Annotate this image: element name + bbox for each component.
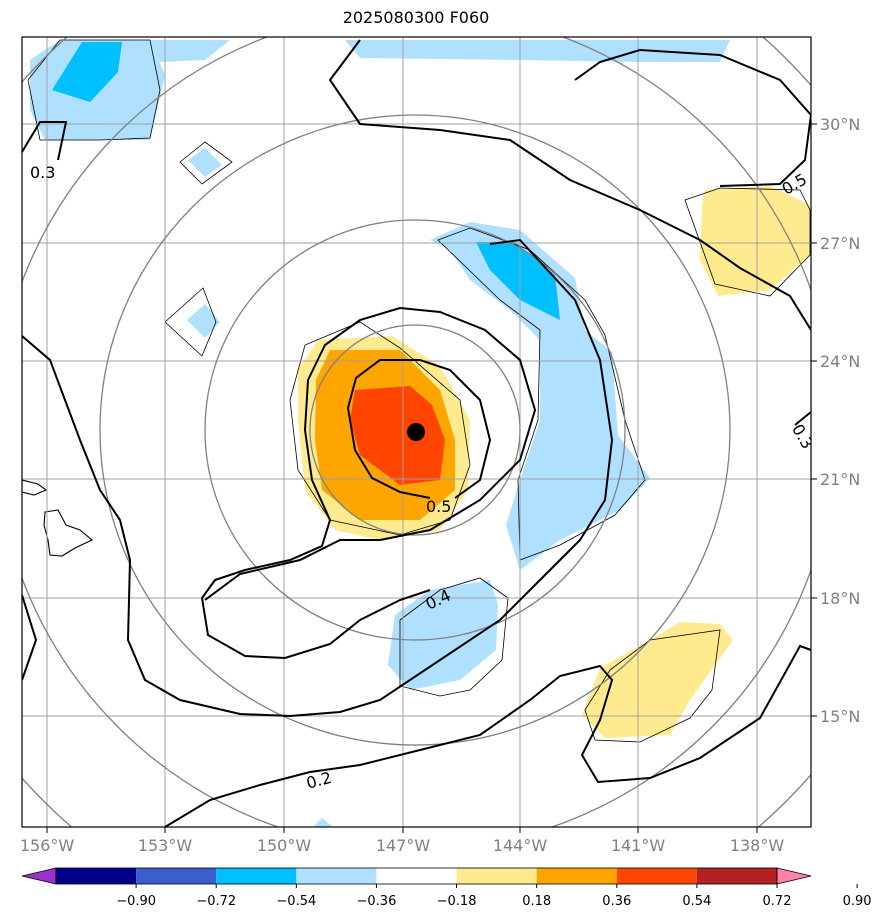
lat-label: 15°N [820, 707, 860, 726]
map-title: 2025080300 F060 [342, 8, 490, 27]
colorbar-segment [296, 868, 377, 884]
map-frame [21, 36, 812, 828]
lon-label: 141°W [611, 836, 666, 855]
lat-label: 24°N [820, 352, 860, 371]
colorbar-segment [536, 868, 617, 884]
colorbar-extend-high [776, 867, 812, 885]
axis-ticks [46, 123, 817, 833]
lon-label: 138°W [730, 836, 785, 855]
anomaly-outlines [27, 39, 811, 743]
lon-label: 147°W [376, 836, 431, 855]
colorbar-segment [216, 868, 297, 884]
colorbar-tick-label: −0.72 [196, 894, 236, 909]
negative-anomaly-fill [30, 40, 730, 827]
colorbar: −0.90 −0.72 −0.54 −0.36 −0.18 0.18 0.36 0.54 0.7… [21, 867, 872, 909]
lon-label: 144°W [493, 836, 548, 855]
colorbar-tick-label: 0.90 [843, 894, 872, 909]
contour-label: 0.3 [30, 163, 55, 182]
colorbar-extend-low [21, 867, 57, 885]
colorbar-segment [696, 868, 777, 884]
colorbar-segment [376, 868, 457, 884]
colorbar-tick-label: 0.72 [763, 894, 792, 909]
colorbar-frame [55, 867, 778, 885]
colorbar-tick-label: −0.90 [116, 894, 156, 909]
longitude-labels: 156°W 153°W 150°W 147°W 144°W 141°W 138°… [20, 836, 785, 855]
colorbar-segment [456, 868, 537, 884]
lat-label: 18°N [820, 589, 860, 608]
field-contours [22, 39, 811, 827]
contour-labels: 0.3 0.5 0.3 0.5 0.4 0.2 [30, 163, 811, 793]
contour-label: 0.5 [426, 497, 451, 516]
colorbar-tick-label: 0.54 [682, 894, 711, 909]
colorbar-tick-label: 0.18 [522, 894, 551, 909]
latitude-labels: 30°N 27°N 24°N 21°N 18°N 15°N [820, 115, 860, 726]
colorbar-segment [616, 868, 697, 884]
lat-label: 27°N [820, 234, 860, 253]
colorbar-segment [136, 868, 217, 884]
lat-label: 21°N [820, 470, 860, 489]
colorbar-tick-label: 0.36 [602, 894, 631, 909]
lon-label: 153°W [138, 836, 193, 855]
colorbar-tick-label: −0.18 [437, 894, 477, 909]
lat-label: 30°N [820, 115, 860, 134]
lon-label: 156°W [20, 836, 75, 855]
colorbar-tick-label: −0.36 [357, 894, 397, 909]
lon-label: 150°W [257, 836, 312, 855]
colorbar-segment [56, 868, 137, 884]
colorbar-tick-label: −0.54 [276, 894, 316, 909]
positive-anomaly-fill [298, 186, 810, 738]
storm-center-marker [407, 423, 425, 441]
